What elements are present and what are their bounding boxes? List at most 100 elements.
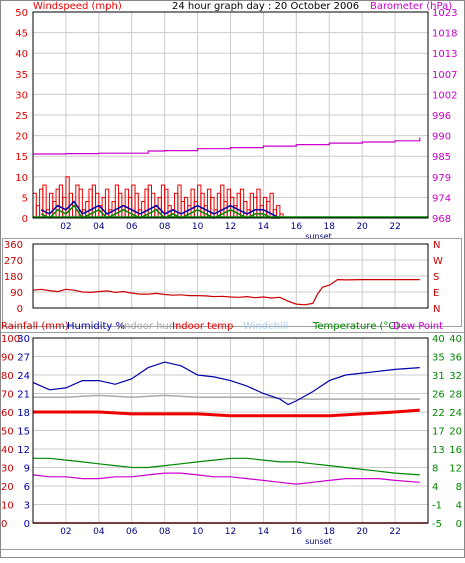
y2-tick-label: 1002 [432,90,457,101]
y-tick-rain: 40 [1,445,14,456]
sunset-marker: sunset [305,537,332,546]
y-tick-label: 45 [15,29,28,40]
y-tick-hum: 27 [17,353,30,364]
x-tick-label: 04 [93,527,105,537]
y2-tick-temp2: 16 [449,445,462,456]
y2-tick-label: 979 [432,173,451,184]
y-tick-label: 90 [10,288,23,299]
legend-item: Windchill [243,321,288,332]
y-tick-label: 270 [4,256,23,267]
y2-tick-label: 996 [432,111,451,122]
y-tick-label: 0 [22,214,28,225]
y-tick-rain: 0 [1,519,7,530]
legend-item: Indoor hum [121,321,179,332]
y-tick-hum: 3 [24,501,30,512]
y-tick-label: 50 [15,8,28,19]
panel2-frame [32,243,429,309]
humidity-line [32,361,420,406]
x-tick-label: 10 [192,222,204,232]
x-tick-label: 04 [93,222,105,232]
y2-tick-temp: 17 [432,427,445,438]
y-tick-hum: 24 [17,371,30,382]
y-tick-label: 180 [4,272,23,283]
legend-item: Indoor temp [172,321,233,332]
y-tick-hum: 18 [17,408,30,419]
y2-tick-label: N [433,240,440,251]
y2-tick-label: 985 [432,152,451,163]
y-tick-label: 20 [15,132,28,143]
y-tick-rain: 80 [1,371,14,382]
y2-tick-temp: 4 [432,482,438,493]
y-tick-label: 40 [15,49,28,60]
x-tick-label: 06 [126,527,138,537]
y2-tick-label: 968 [432,214,451,225]
y2-tick-temp2: 8 [456,482,462,493]
legend-item: Temperature (°C) [312,321,399,332]
y-tick-hum: 9 [24,464,30,475]
y-tick-rain: 90 [1,353,14,364]
y2-tick-label: S [433,272,439,283]
y-tick-rain: 60 [1,408,14,419]
x-tick-label: 14 [258,527,270,537]
y-tick-label: 10 [15,173,28,184]
y-tick-label: 15 [15,152,28,163]
y2-tick-temp2: 36 [449,353,462,364]
panel3-frame [32,337,429,524]
y2-tick-label: E [433,288,439,299]
x-tick-label: 08 [159,527,171,537]
y-tick-rain: 30 [1,464,14,475]
x-tick-label: 06 [126,222,138,232]
x-tick-label: 22 [389,527,400,537]
x-tick-label: 08 [159,222,171,232]
indoor-temp-line [33,408,420,418]
y-tick-label: 35 [15,70,28,81]
y2-tick-label: 1018 [432,29,457,40]
y2-tick-temp: 35 [432,353,445,364]
y-tick-hum: 12 [17,445,30,456]
y-tick-label: 5 [22,193,28,204]
y2-tick-temp2: 40 [449,334,462,345]
y-tick-rain: 20 [1,482,14,493]
x-tick-label: 16 [291,527,303,537]
y-tick-rain: 50 [1,427,14,438]
chart-title: 24 hour graph day : 20 October 2006 [172,1,359,12]
x-tick-label: 02 [60,222,71,232]
x-tick-label: 14 [258,222,270,232]
sunset-marker: sunset [305,232,332,241]
x-tick-label: 20 [356,527,368,537]
panel2-border [2,238,462,327]
y2-tick-label: 1013 [432,49,457,60]
temperature-line [33,457,420,476]
y-tick-label: 25 [15,111,28,122]
wind-avg-line [40,200,281,219]
y2-tick-temp: 40 [432,334,445,345]
legend-item: Humidity % [67,321,125,332]
y-tick-rain: 100 [1,334,20,345]
y2-tick-temp: 8 [432,464,438,475]
y-tick-hum: 0 [24,519,30,530]
x-tick-label: 20 [356,222,368,232]
y2-tick-label: W [433,256,443,267]
y2-tick-temp2: 32 [449,371,462,382]
y-tick-hum: 6 [24,482,30,493]
panel1-frame [32,11,429,219]
x-tick-label: 22 [389,222,400,232]
legend-item: Dew Point [393,321,443,332]
dewpoint-line [32,472,420,485]
y2-tick-temp: 13 [432,445,445,456]
y-tick-rain: 10 [1,501,14,512]
y-tick-label: 360 [4,240,23,251]
y2-tick-label: 1023 [432,8,457,19]
y2-tick-temp: -5 [432,519,442,530]
x-tick-label: 18 [324,222,336,232]
y-tick-hum: 21 [17,390,30,401]
ylabel-barometer: Barometer (hPa) [370,1,452,12]
x-tick-label: 12 [225,527,236,537]
x-tick-label: 16 [291,222,303,232]
y2-tick-temp2: 4 [456,501,462,512]
y2-tick-temp2: 0 [456,519,462,530]
y2-tick-label: N [433,304,440,315]
y-tick-label: 30 [15,90,28,101]
wind-low-line [40,204,280,219]
y2-tick-label: 974 [432,193,451,204]
